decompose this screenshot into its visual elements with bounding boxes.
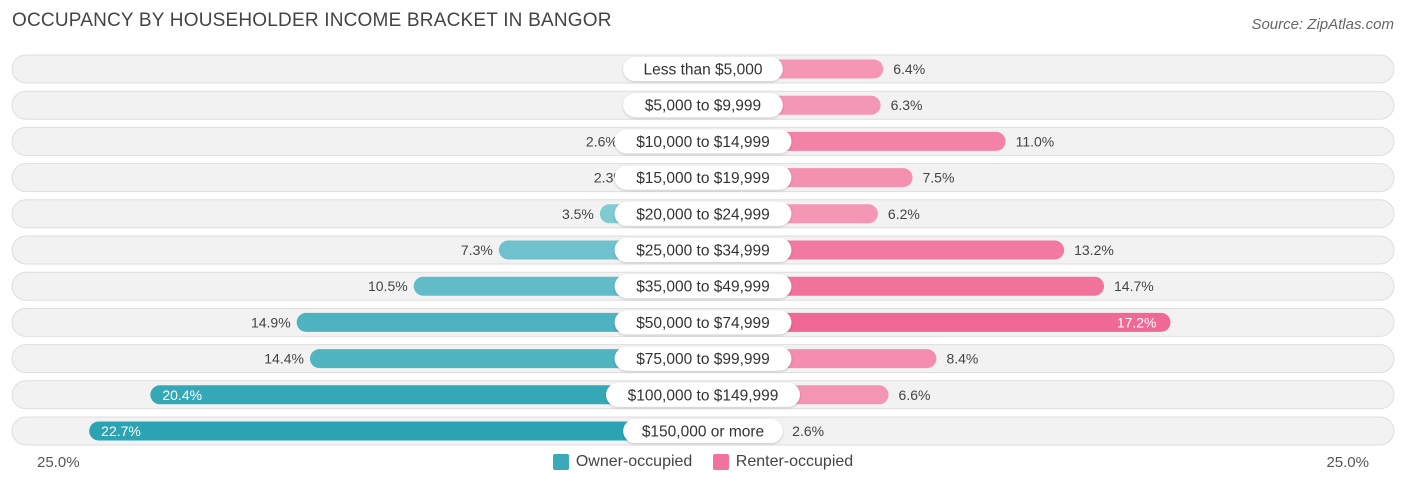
legend-label-renter: Renter-occupied bbox=[735, 453, 854, 470]
axis-right-label: 25.0% bbox=[1326, 454, 1369, 471]
renter-value-label: 6.2% bbox=[888, 206, 920, 222]
renter-value-label: 6.6% bbox=[899, 387, 931, 403]
row-1: 0.65%6.3%$5,000 to $9,999 bbox=[11, 90, 1395, 120]
owner-value-label: 14.9% bbox=[251, 314, 291, 330]
category-label: $15,000 to $19,999 bbox=[636, 170, 770, 187]
renter-value-label: 8.4% bbox=[946, 351, 978, 367]
row-3: 2.3% 7.5%$15,000 to $19,999 bbox=[11, 163, 1395, 193]
renter-value-label: 2.6% bbox=[792, 423, 824, 439]
category-pill bbox=[614, 346, 792, 371]
chart-svg: 0.71%6.4%Less than $5,0000.65%6.3%$5,000… bbox=[11, 54, 1395, 446]
row-2: 2.6% 11.0% $10,000 to $14,999 bbox=[11, 126, 1395, 156]
row-4: 3.5% 6.2% $20,000 to $24,999 bbox=[11, 199, 1395, 229]
category-pill bbox=[614, 238, 792, 262]
renter-value-label: 6.4% bbox=[893, 61, 925, 77]
category-label: Less than $5,000 bbox=[644, 62, 763, 79]
renter-value-label: 17.2% bbox=[1117, 314, 1157, 330]
category-pill bbox=[623, 93, 783, 118]
owner-bar bbox=[296, 312, 703, 332]
category-pill bbox=[623, 419, 783, 443]
renter-value-label: 13.2% bbox=[1074, 242, 1114, 258]
category-label: $100,000 to $149,999 bbox=[628, 387, 779, 404]
renter-value-label: 7.5% bbox=[923, 170, 955, 186]
category-pill bbox=[614, 165, 792, 190]
category-label: $50,000 to $74,999 bbox=[636, 315, 770, 332]
owner-value-label: 20.4% bbox=[162, 387, 202, 403]
row-7: 14.9% 17.2% $50,000 to $74,999 bbox=[11, 307, 1395, 337]
owner-value-label: 14.4% bbox=[264, 351, 304, 367]
axis-left-label: 25.0% bbox=[37, 454, 80, 471]
legend-item-owner[interactable]: Owner-occupied bbox=[552, 453, 693, 471]
owner-bar bbox=[150, 385, 704, 405]
category-pill bbox=[614, 129, 792, 154]
owner-value-label: 2.6% bbox=[586, 133, 618, 149]
row-5: 7.3% 13.2% $25,000 to $34,999 bbox=[11, 235, 1395, 265]
owner-value-label: 3.5% bbox=[562, 206, 594, 222]
category-label: $10,000 to $14,999 bbox=[636, 134, 770, 151]
owner-bar bbox=[309, 349, 703, 369]
row-0: 0.71%6.4%Less than $5,000 bbox=[11, 54, 1395, 84]
renter-value-label: 11.0% bbox=[1016, 133, 1055, 149]
owner-value-label: 10.5% bbox=[368, 278, 408, 294]
row-10: 22.7% 2.6% $150,000 or more bbox=[11, 416, 1395, 446]
category-label: $150,000 or more bbox=[642, 424, 764, 441]
owner-bar bbox=[89, 421, 704, 441]
renter-value-label: 6.3% bbox=[891, 97, 923, 113]
row-8: 14.4% 8.4% $75,000 to $99,999 bbox=[11, 344, 1395, 374]
renter-bar bbox=[703, 240, 1065, 260]
category-label: $75,000 to $99,999 bbox=[636, 351, 770, 368]
legend: Owner-occupied Renter-occupied bbox=[0, 453, 1406, 475]
renter-value-label: 14.7% bbox=[1114, 278, 1154, 294]
renter-bar bbox=[703, 312, 1171, 332]
category-label: $20,000 to $24,999 bbox=[636, 206, 770, 223]
category-label: $5,000 to $9,999 bbox=[645, 98, 761, 115]
owner-value-label: 22.7% bbox=[101, 423, 141, 439]
renter-bar bbox=[703, 276, 1105, 296]
row-6: 10.5% 14.7% $35,000 to $49,999 bbox=[11, 271, 1395, 301]
legend-item-renter[interactable]: Renter-occupied bbox=[712, 453, 854, 471]
chart-title: OCCUPANCY BY HOUSEHOLDER INCOME BRACKET … bbox=[12, 10, 612, 31]
source-label: Source: ZipAtlas.com bbox=[1251, 16, 1394, 33]
legend-label-owner: Owner-occupied bbox=[575, 453, 693, 470]
owner-value-label: 7.3% bbox=[461, 242, 493, 258]
legend-swatch-renter bbox=[712, 454, 729, 470]
category-pill bbox=[614, 310, 792, 335]
category-pill bbox=[614, 274, 792, 299]
category-pill bbox=[614, 201, 792, 226]
category-label: $25,000 to $34,999 bbox=[636, 243, 770, 260]
legend-swatch-owner bbox=[552, 454, 569, 470]
row-9: 20.4% 6.6% $100,000 to $149,999 bbox=[11, 380, 1395, 410]
category-label: $35,000 to $49,999 bbox=[636, 279, 770, 296]
category-pill bbox=[623, 57, 783, 81]
category-pill bbox=[606, 382, 800, 407]
